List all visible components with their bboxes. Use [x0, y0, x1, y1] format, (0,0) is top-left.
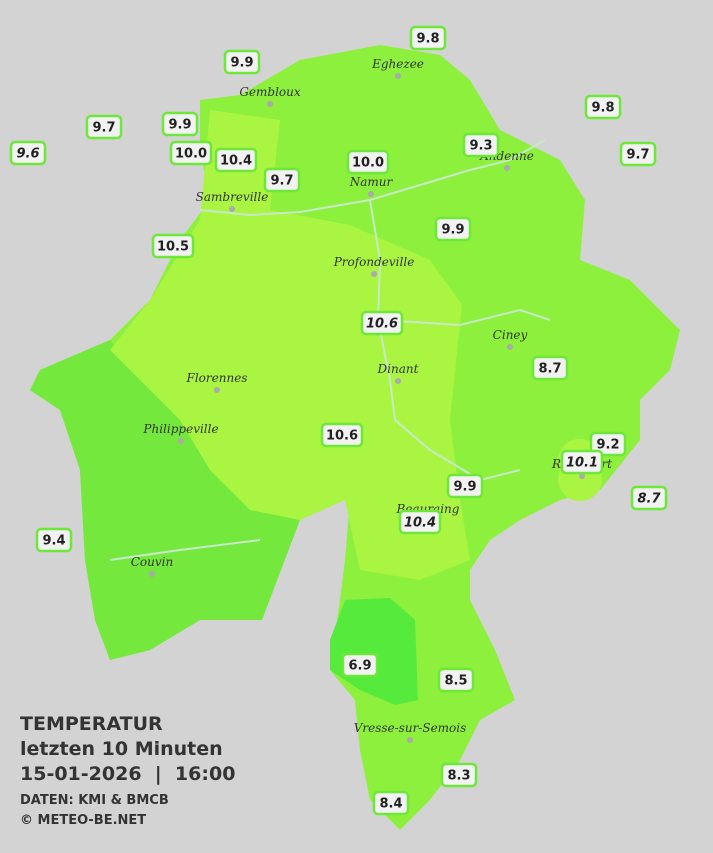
city-dot — [229, 206, 235, 212]
station-box — [437, 667, 475, 693]
city-dot — [407, 737, 413, 743]
station-box — [9, 140, 47, 166]
station-box — [223, 49, 261, 75]
station-value: 9.6 — [16, 147, 39, 162]
station-value: 9.2 — [596, 438, 619, 453]
city-name: Philippeville — [142, 422, 218, 436]
station-value: 9.9 — [230, 56, 253, 71]
city-dot — [178, 438, 184, 444]
station-value: 9.8 — [416, 32, 439, 47]
river — [109, 139, 551, 561]
station-value: 10.1 — [566, 456, 598, 471]
station-box — [151, 233, 195, 259]
station-box — [434, 216, 472, 242]
city-name: Vresse-sur-Semois — [354, 721, 467, 735]
zone-warm — [110, 110, 470, 580]
city-name: Sambreville — [196, 190, 269, 204]
station-value: 10.4 — [220, 154, 252, 169]
city-dot — [395, 378, 401, 384]
city-name: Profondeville — [333, 255, 415, 269]
station-box — [398, 509, 442, 535]
legend-datetime: 15-01-2026 | 16:00 — [20, 763, 235, 785]
station-box — [341, 652, 379, 678]
city-dot — [368, 191, 374, 197]
city-dot — [371, 271, 377, 277]
station-value: 9.7 — [270, 174, 293, 189]
legend-period: letzten 10 Minuten — [20, 738, 223, 760]
station-value: 9.7 — [626, 148, 649, 163]
station-value: 10.4 — [404, 516, 436, 531]
station-value: 9.9 — [168, 118, 191, 133]
station-value: 10.6 — [366, 317, 398, 332]
city-name: Ciney — [493, 328, 528, 342]
station-box — [161, 111, 199, 137]
station-box — [346, 149, 390, 175]
station-value: 6.9 — [348, 659, 371, 674]
station-value: 9.4 — [42, 534, 65, 549]
station-value: 8.5 — [444, 674, 467, 689]
station-value: 10.0 — [175, 147, 207, 162]
station-box — [584, 94, 622, 120]
station-box — [589, 431, 627, 457]
station-box — [630, 485, 668, 511]
station-value: 9.9 — [453, 480, 476, 495]
city-dot — [267, 101, 273, 107]
station-box — [462, 132, 500, 158]
station-value: 9.3 — [469, 139, 492, 154]
city-name: Eghezee — [371, 57, 424, 71]
city-dot — [395, 73, 401, 79]
station-value: 8.7 — [538, 362, 561, 377]
station-value: 10.6 — [326, 429, 358, 444]
station-box — [619, 141, 657, 167]
station-value: 8.3 — [447, 769, 470, 784]
station-box — [360, 310, 404, 336]
city-name: Dinant — [377, 362, 419, 376]
city-name: Namur — [349, 175, 394, 189]
station-box — [440, 762, 478, 788]
zone-dark — [30, 340, 300, 660]
station-box — [169, 140, 213, 166]
station-value: 10.0 — [352, 156, 384, 171]
station-value: 8.7 — [637, 492, 661, 507]
station-value: 10.5 — [157, 240, 189, 255]
city-name: Gembloux — [239, 85, 301, 99]
station-box — [446, 473, 484, 499]
station-box — [214, 147, 258, 173]
station-value: 9.9 — [441, 223, 464, 238]
station-value: 9.8 — [591, 101, 614, 116]
city-name: Florennes — [186, 371, 248, 385]
station-box — [531, 355, 569, 381]
legend-copyright: © METEO-BE.NET — [20, 813, 146, 828]
station-box — [263, 167, 301, 193]
legend-source: DATEN: KMI & BMCB — [20, 793, 169, 808]
city-dot — [214, 387, 220, 393]
station-box — [85, 114, 123, 140]
station-box — [35, 527, 73, 553]
city-name: Couvin — [131, 555, 173, 569]
station-value: 8.4 — [379, 797, 402, 812]
legend-title: TEMPERATUR — [20, 713, 163, 735]
station-box — [372, 790, 410, 816]
city-dot — [504, 165, 510, 171]
station-box — [560, 449, 604, 475]
city-dot — [507, 344, 513, 350]
station-box — [320, 422, 364, 448]
city-dot — [579, 473, 585, 479]
station-value: 9.7 — [92, 121, 115, 136]
station-box — [409, 25, 447, 51]
zone-cold — [330, 598, 418, 705]
city-dot — [149, 571, 155, 577]
